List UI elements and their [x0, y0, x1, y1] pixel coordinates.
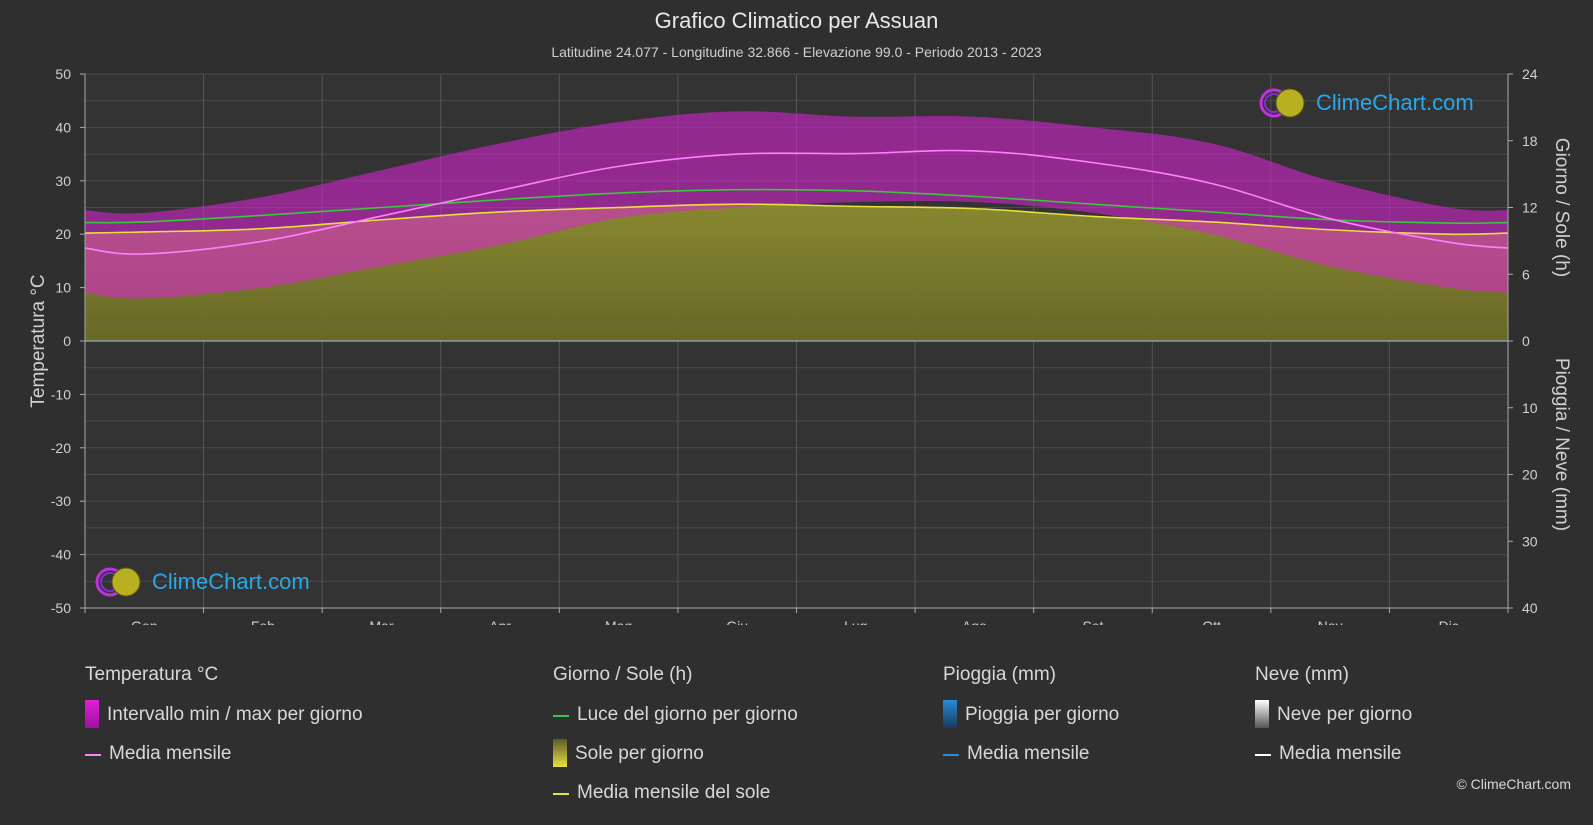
temp-range-swatch [85, 700, 99, 728]
y-left-tick: 50 [55, 66, 71, 82]
legend-head: Pioggia (mm) [943, 664, 1056, 685]
legend-label: Media mensile [1279, 743, 1402, 764]
x-tick-label: Gen [131, 618, 157, 625]
sunshine-mean-line [84, 203, 1509, 236]
y-left-tick: 20 [55, 226, 71, 242]
y-right-top-tick: 12 [1522, 200, 1538, 216]
temp-mean-swatch [85, 754, 101, 756]
temp-range-band [85, 111, 1508, 299]
x-tick-label: Dic [1439, 618, 1459, 625]
legend-label: Sole per giorno [575, 743, 704, 764]
y-right-top-tick: 6 [1522, 266, 1530, 282]
logo-text: ClimeChart.com [1316, 90, 1474, 115]
x-tick-label: Ott [1202, 618, 1221, 625]
snow-mean-swatch [1255, 754, 1271, 756]
y-left-tick: -50 [51, 600, 71, 616]
legend-rain: Pioggia (mm) Pioggia per giorno Media me… [943, 664, 1119, 782]
legend-head: Giorno / Sole (h) [553, 664, 693, 685]
y-right-bottom-tick: 40 [1522, 600, 1538, 616]
y-left-tick: -30 [51, 493, 71, 509]
temp-mean-line [84, 149, 1509, 255]
legend-sun: Giorno / Sole (h) Luce del giorno per gi… [553, 664, 798, 821]
legend-label: Intervallo min / max per giorno [107, 704, 363, 725]
legend-label: Pioggia per giorno [965, 704, 1120, 725]
x-tick-label: Feb [251, 618, 275, 625]
legend-head: Temperatura °C [85, 664, 219, 685]
x-tick-label: Mag [605, 618, 632, 625]
logo-icon [95, 567, 141, 597]
sunshine-swatch [553, 739, 567, 767]
y-left-tick: -20 [51, 440, 71, 456]
logo-top: ClimeChart.com [1258, 87, 1474, 119]
climate-chart: 50 40 30 20 10 0 -10 -20 -30 -40 -50 24 18 12 6 0 10 20 30… [28, 66, 1572, 625]
y-left-tick: 0 [63, 333, 71, 349]
legend-head: Neve (mm) [1255, 664, 1349, 685]
y-right-top-tick: 24 [1522, 66, 1538, 82]
logo-bottom: ClimeChart.com [94, 566, 310, 598]
y-left-tick: -40 [51, 547, 71, 563]
legend-label: Media mensile [967, 743, 1090, 764]
legend-label: Luce del giorno per giorno [577, 704, 798, 725]
y-right-top-tick: 0 [1522, 333, 1530, 349]
x-tick-label: Giu [726, 618, 748, 625]
logo-text: ClimeChart.com [152, 569, 310, 594]
snow-swatch [1255, 700, 1269, 728]
x-tick-label: Apr [489, 618, 511, 625]
rain-swatch [943, 700, 957, 728]
y-right-bottom-label: Pioggia / Neve (mm) [1551, 358, 1572, 531]
daylight-swatch [553, 715, 569, 717]
y-left-tick: 10 [55, 280, 71, 296]
y-right-bottom-tick: 10 [1522, 400, 1538, 416]
legend-label: Media mensile [109, 743, 232, 764]
y-right-top-tick: 18 [1522, 133, 1538, 149]
y-left-tick: 40 [55, 119, 71, 135]
chart-title: Grafico Climatico per Assuan [654, 8, 939, 33]
y-left-tick: 30 [55, 173, 71, 189]
legend-temperature: Temperatura °C Intervallo min / max per … [85, 664, 363, 782]
x-tick-label: Mar [369, 618, 393, 625]
y-left-tick: -10 [51, 386, 71, 402]
x-tick-label: Ago [962, 618, 987, 625]
daylight-line [84, 188, 1509, 225]
logo-icon [1259, 88, 1305, 118]
chart-subtitle: Latitudine 24.077 - Longitudine 32.866 -… [551, 44, 1042, 60]
y-right-bottom-tick: 20 [1522, 467, 1538, 483]
rain-mean-swatch [943, 754, 959, 756]
y-right-top-label: Giorno / Sole (h) [1551, 138, 1572, 277]
x-tick-label: Nov [1318, 618, 1343, 625]
legend-label: Media mensile del sole [577, 782, 771, 803]
legend-snow: Neve (mm) Neve per giorno Media mensile [1255, 664, 1412, 782]
x-tick-label: Set [1082, 618, 1103, 625]
y-left-label: Temperatura °C [28, 274, 49, 407]
copyright: © ClimeChart.com [1456, 776, 1571, 792]
sunshine-mean-swatch [553, 793, 569, 795]
y-right-bottom-tick: 30 [1522, 533, 1538, 549]
legend-label: Neve per giorno [1277, 704, 1413, 725]
x-tick-label: Lug [844, 618, 867, 625]
